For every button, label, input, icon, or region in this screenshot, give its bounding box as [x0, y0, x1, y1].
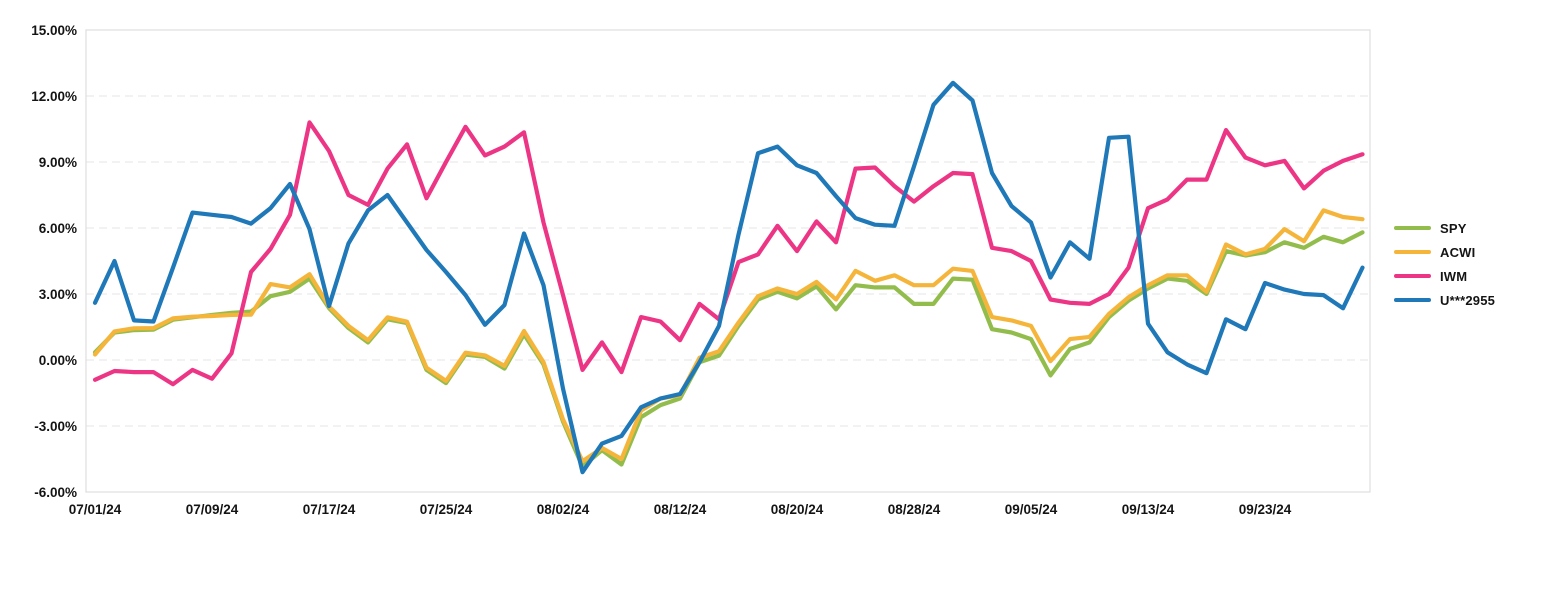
legend-item-iwm[interactable]: IWM — [1394, 264, 1495, 288]
spy-line-swatch — [1394, 225, 1431, 231]
y-axis-label: 3.00% — [39, 287, 77, 302]
iwm-line-swatch — [1394, 273, 1431, 279]
y-axis-label: -3.00% — [34, 419, 77, 434]
plot-border — [85, 29, 1371, 493]
series-line-iwm — [92, 120, 1365, 387]
legend-item-acwi[interactable]: ACWI — [1394, 240, 1495, 264]
legend-item-u2955[interactable]: U***2955 — [1394, 288, 1495, 312]
x-axis-label: 09/23/24 — [1239, 502, 1292, 517]
series-line-spy — [92, 230, 1365, 469]
acwi-line-swatch — [1394, 249, 1431, 255]
legend-label-u2955: U***2955 — [1440, 292, 1496, 308]
chart-legend: SPY ACWI IWM U***2955 — [1394, 216, 1495, 312]
x-axis-label: 09/05/24 — [1005, 502, 1058, 517]
x-axis-label: 08/02/24 — [537, 502, 590, 517]
x-axis-label: 07/09/24 — [186, 502, 239, 517]
x-axis-label: 07/01/24 — [69, 502, 122, 517]
y-axis-label: 0.00% — [39, 353, 77, 368]
x-axis-label: 08/28/24 — [888, 502, 941, 517]
x-axis-label: 07/25/24 — [420, 502, 473, 517]
y-axis-label: 12.00% — [31, 89, 77, 104]
series-line-acwi — [92, 208, 1365, 464]
y-axis-label: -6.00% — [34, 485, 77, 500]
x-axis-label: 08/20/24 — [771, 502, 824, 517]
legend-label-acwi: ACWI — [1440, 244, 1476, 260]
legend-label-spy: SPY — [1440, 220, 1467, 236]
x-axis-label: 09/13/24 — [1122, 502, 1175, 517]
y-axis-label: 15.00% — [31, 23, 77, 38]
series-line-u2955 — [92, 80, 1365, 475]
legend-item-spy[interactable]: SPY — [1394, 216, 1495, 240]
y-axis-label: 6.00% — [39, 221, 77, 236]
x-axis-label: 08/12/24 — [654, 502, 707, 517]
y-axis-label: 9.00% — [39, 155, 77, 170]
x-axis-label: 07/17/24 — [303, 502, 356, 517]
legend-label-iwm: IWM — [1440, 268, 1468, 284]
u2955-line-swatch — [1394, 297, 1431, 303]
